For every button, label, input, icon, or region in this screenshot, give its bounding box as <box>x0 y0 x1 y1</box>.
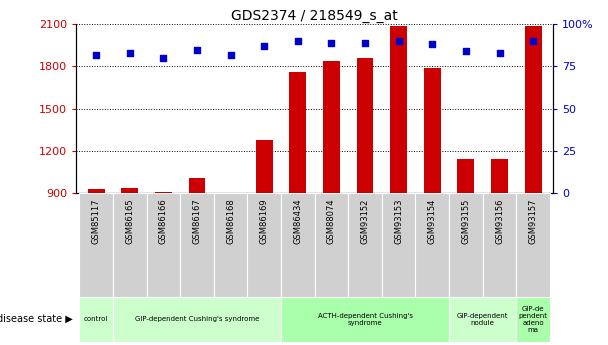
Bar <box>281 193 315 297</box>
Bar <box>348 193 382 297</box>
Bar <box>180 193 214 297</box>
Bar <box>88 189 105 193</box>
Point <box>125 50 134 56</box>
Bar <box>80 297 113 342</box>
Point <box>293 38 303 44</box>
Bar <box>449 297 516 342</box>
Point <box>360 40 370 46</box>
Text: GSM93156: GSM93156 <box>495 198 504 244</box>
Bar <box>289 72 306 193</box>
Text: disease state ▶: disease state ▶ <box>0 314 73 324</box>
Point <box>192 47 202 52</box>
Point <box>260 43 269 49</box>
Bar <box>415 193 449 297</box>
Text: GSM86167: GSM86167 <box>193 198 201 244</box>
Bar <box>147 193 180 297</box>
Point <box>394 38 404 44</box>
Bar <box>315 193 348 297</box>
Bar <box>80 193 113 297</box>
Text: GIP-dependent Cushing's syndrome: GIP-dependent Cushing's syndrome <box>135 316 259 322</box>
Bar <box>483 193 516 297</box>
Text: GSM88074: GSM88074 <box>327 198 336 244</box>
Bar <box>382 193 415 297</box>
Bar <box>424 68 441 193</box>
Bar <box>449 193 483 297</box>
Bar <box>525 26 542 193</box>
Text: GIP-de
pendent
adeno
ma: GIP-de pendent adeno ma <box>519 306 548 333</box>
Text: GSM85117: GSM85117 <box>92 198 101 244</box>
Bar <box>155 192 172 193</box>
Point <box>495 50 505 56</box>
Bar <box>457 159 474 193</box>
Point <box>461 48 471 54</box>
Bar <box>113 297 281 342</box>
Bar <box>516 297 550 342</box>
Bar <box>256 140 272 193</box>
Bar <box>188 178 206 193</box>
Bar <box>281 297 449 342</box>
Text: GSM86166: GSM86166 <box>159 198 168 244</box>
Bar <box>113 193 147 297</box>
Point <box>159 55 168 61</box>
Point <box>528 38 538 44</box>
Bar <box>357 58 373 193</box>
Text: GSM86165: GSM86165 <box>125 198 134 244</box>
Text: GSM86169: GSM86169 <box>260 198 269 244</box>
Text: GSM93157: GSM93157 <box>528 198 537 244</box>
Point <box>427 42 437 47</box>
Text: GSM86434: GSM86434 <box>293 198 302 244</box>
Bar <box>390 26 407 193</box>
Point <box>326 40 336 46</box>
Text: GSM93155: GSM93155 <box>461 198 471 244</box>
Text: GSM93153: GSM93153 <box>394 198 403 244</box>
Text: GSM86168: GSM86168 <box>226 198 235 244</box>
Bar <box>491 159 508 193</box>
Bar <box>214 193 247 297</box>
Text: GIP-dependent
nodule: GIP-dependent nodule <box>457 313 508 326</box>
Bar <box>247 193 281 297</box>
Text: GSM93152: GSM93152 <box>361 198 370 244</box>
Point <box>91 52 101 57</box>
Bar <box>516 193 550 297</box>
Point <box>226 52 235 57</box>
Title: GDS2374 / 218549_s_at: GDS2374 / 218549_s_at <box>231 9 398 23</box>
Text: control: control <box>84 316 108 322</box>
Text: GSM93154: GSM93154 <box>428 198 437 244</box>
Bar <box>323 61 340 193</box>
Text: ACTH-dependent Cushing's
syndrome: ACTH-dependent Cushing's syndrome <box>317 313 413 326</box>
Bar <box>122 188 138 193</box>
